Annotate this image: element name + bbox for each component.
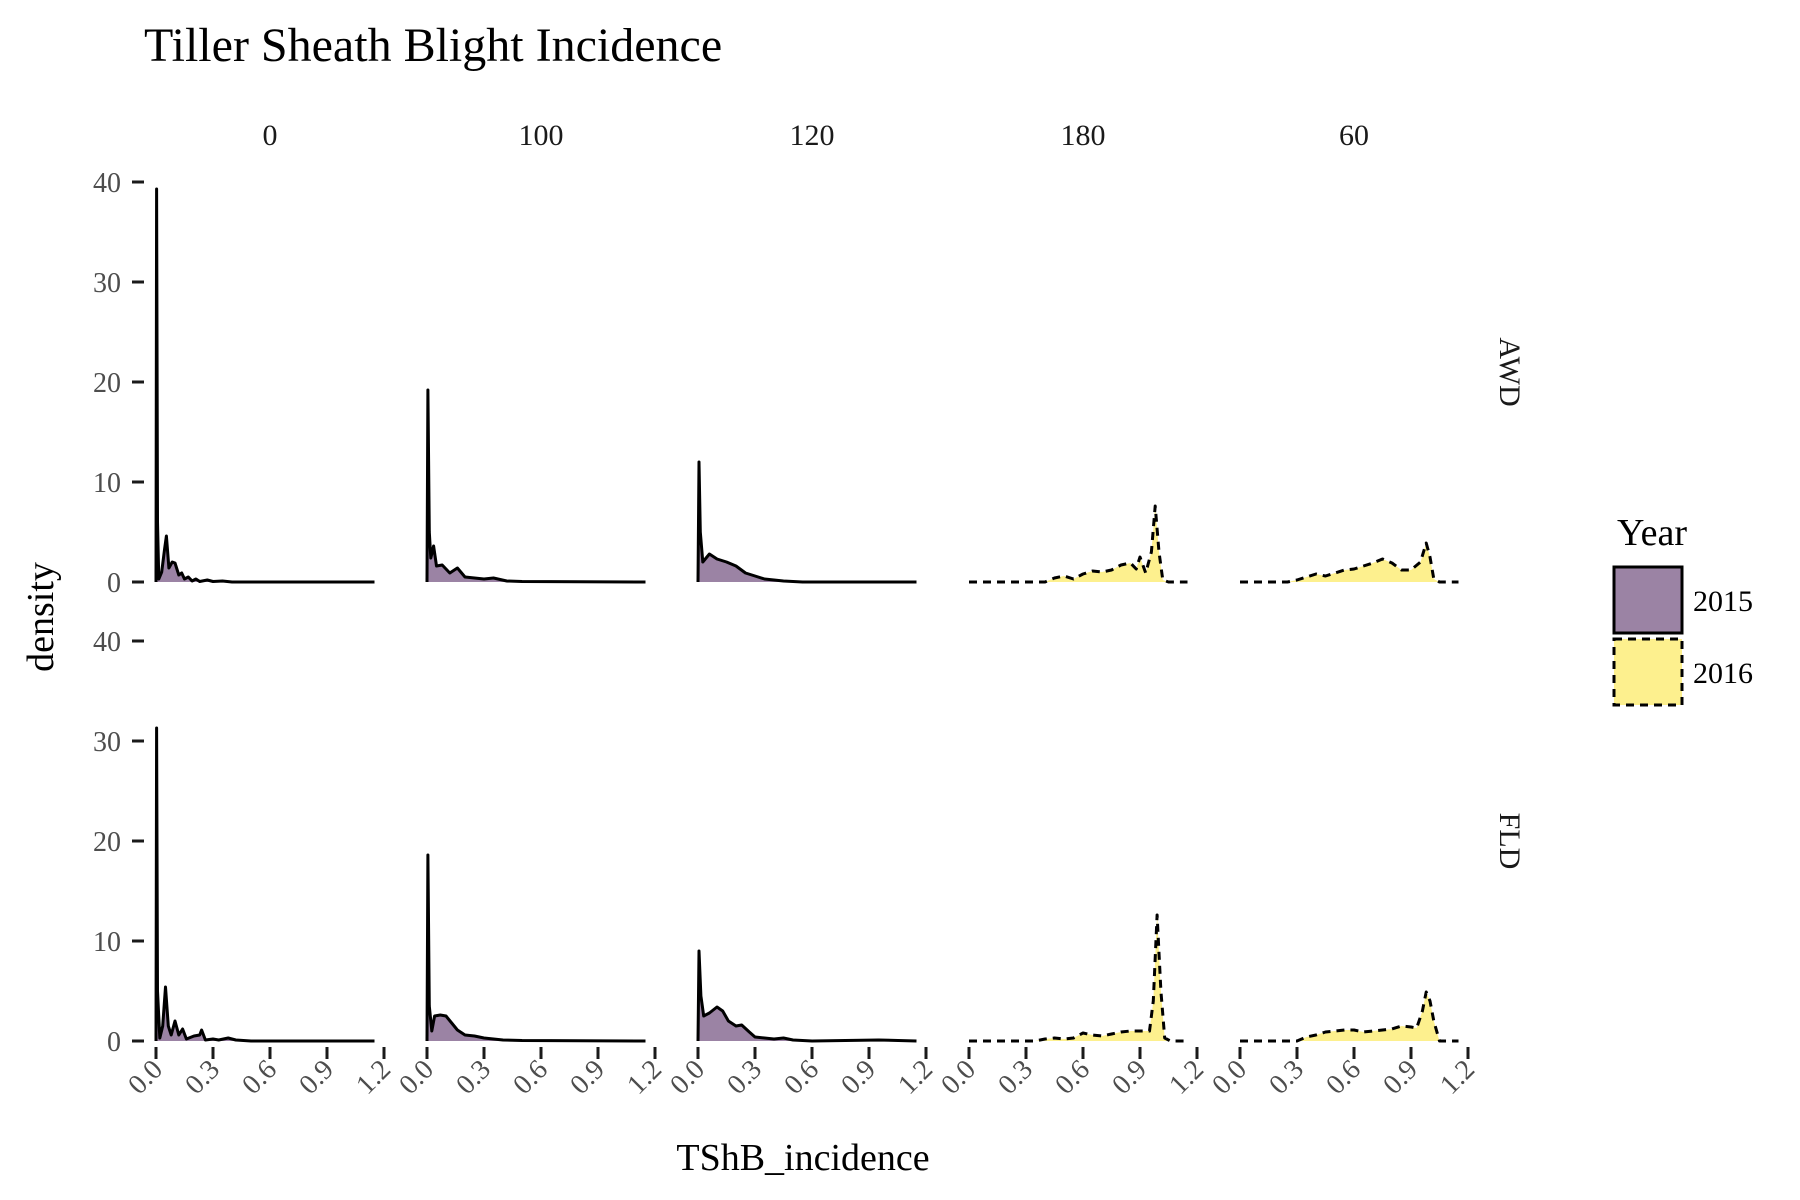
x-tick-label: 1.2	[892, 1054, 939, 1101]
x-tick-label: 1.2	[1434, 1054, 1481, 1101]
y-tick-label: 20	[93, 368, 121, 399]
density-area-2015	[427, 390, 646, 582]
density-panel	[154, 187, 375, 584]
density-panel	[425, 388, 646, 584]
legend-key-2015	[1612, 565, 1684, 635]
density-area-2016	[1240, 543, 1459, 582]
density-line-2015	[696, 460, 917, 584]
y-tick-label: 0	[107, 1027, 121, 1058]
column-strip-label: 100	[519, 119, 564, 152]
y-tick-label: 10	[93, 468, 121, 499]
x-axis: 0.0 0.3 0.6 0.9 1.2	[664, 1047, 939, 1101]
y-axes: 0 10 20 30 40 0 10 20 30 40	[93, 168, 144, 1058]
density-panel	[696, 949, 917, 1043]
x-tick-label: 0.0	[664, 1054, 711, 1101]
x-axes: 0.0 0.3 0.6 0.9 1.20.0 0.3 0.6 0.9 1.20.0 0.3 0.6 0…	[122, 1047, 1481, 1101]
y-tick-label: 30	[93, 727, 121, 758]
density-line-2015	[696, 949, 917, 1043]
density-panel	[425, 853, 646, 1043]
column-strip-label: 120	[790, 119, 835, 152]
y-axis: 0 10 20 30 40	[93, 627, 144, 1058]
y-tick-label: 20	[93, 827, 121, 858]
x-tick-label: 1.2	[621, 1054, 668, 1101]
density-area-2015	[698, 462, 917, 582]
y-tick-label: 40	[93, 168, 121, 199]
x-tick-label: 0.0	[393, 1054, 440, 1101]
x-axis: 0.0 0.3 0.6 0.9 1.2	[122, 1047, 397, 1101]
x-tick-label: 0.3	[992, 1054, 1039, 1101]
x-tick-label: 0.3	[179, 1054, 226, 1101]
density-area-2016	[1240, 992, 1459, 1041]
column-strip-label: 60	[1339, 119, 1369, 152]
x-axis: 0.0 0.3 0.6 0.9 1.2	[935, 1047, 1210, 1101]
legend-label-2016: 2016	[1693, 657, 1753, 690]
x-tick-label: 0.6	[1320, 1054, 1367, 1101]
density-line-2015	[425, 388, 646, 584]
density-panel	[969, 504, 1188, 584]
x-tick-label: 0.3	[721, 1054, 768, 1101]
x-tick-label: 0.0	[122, 1054, 169, 1101]
row-strips: AWD FLD	[1493, 337, 1526, 869]
y-axis-title: density	[20, 562, 62, 672]
legend-key-2016	[1612, 637, 1684, 707]
column-strip-label: 180	[1061, 119, 1106, 152]
legend-title: Year	[1617, 512, 1687, 554]
x-tick-label: 1.2	[1163, 1054, 1210, 1101]
density-line-2016	[969, 504, 1188, 584]
x-axis: 0.0 0.3 0.6 0.9 1.2	[393, 1047, 668, 1101]
density-panel	[969, 913, 1188, 1043]
density-area-2016	[969, 915, 1188, 1041]
x-tick-label: 0.6	[507, 1054, 554, 1101]
legend: Year 2015 2016	[1612, 512, 1753, 707]
column-strip-label: 0	[263, 119, 278, 152]
x-tick-label: 0.6	[236, 1054, 283, 1101]
density-panel	[696, 460, 917, 584]
density-line-2015	[154, 726, 375, 1043]
x-tick-label: 0.9	[1377, 1054, 1424, 1101]
density-line-2016	[1240, 990, 1459, 1043]
density-line-2015	[154, 187, 375, 584]
x-tick-label: 0.3	[1263, 1054, 1310, 1101]
chart-title: Tiller Sheath Blight Incidence	[144, 19, 722, 72]
y-axis: 0 10 20 30 40	[93, 168, 144, 599]
x-tick-label: 0.6	[1049, 1054, 1096, 1101]
density-panel	[154, 726, 375, 1043]
row-strip-label: FLD	[1493, 813, 1526, 870]
density-line-2015	[425, 853, 646, 1043]
x-tick-label: 0.9	[293, 1054, 340, 1101]
x-tick-label: 0.0	[935, 1054, 982, 1101]
density-line-2016	[1240, 541, 1459, 584]
column-strips: 0 100 120 180 60	[263, 119, 1370, 152]
legend-label-2015: 2015	[1693, 585, 1753, 618]
y-tick-label: 10	[93, 927, 121, 958]
x-axis: 0.0 0.3 0.6 0.9 1.2	[1206, 1047, 1481, 1101]
row-strip-label: AWD	[1493, 337, 1526, 406]
density-area-2015	[156, 728, 375, 1041]
x-tick-label: 1.2	[350, 1054, 397, 1101]
y-tick-label: 40	[93, 627, 121, 658]
x-tick-label: 0.9	[564, 1054, 611, 1101]
density-line-2016	[969, 913, 1188, 1043]
x-axis-title: TShB_incidence	[676, 1137, 929, 1179]
facet-panels	[154, 187, 1459, 1043]
y-tick-label: 0	[107, 568, 121, 599]
y-tick-label: 30	[93, 268, 121, 299]
density-panel	[1240, 541, 1459, 584]
x-tick-label: 0.3	[450, 1054, 497, 1101]
x-tick-label: 0.6	[778, 1054, 825, 1101]
x-tick-label: 0.9	[835, 1054, 882, 1101]
density-area-2015	[427, 855, 646, 1041]
density-panel	[1240, 990, 1459, 1043]
density-area-2015	[698, 951, 917, 1041]
x-tick-label: 0.9	[1106, 1054, 1153, 1101]
density-area-2015	[156, 189, 375, 582]
x-tick-label: 0.0	[1206, 1054, 1253, 1101]
